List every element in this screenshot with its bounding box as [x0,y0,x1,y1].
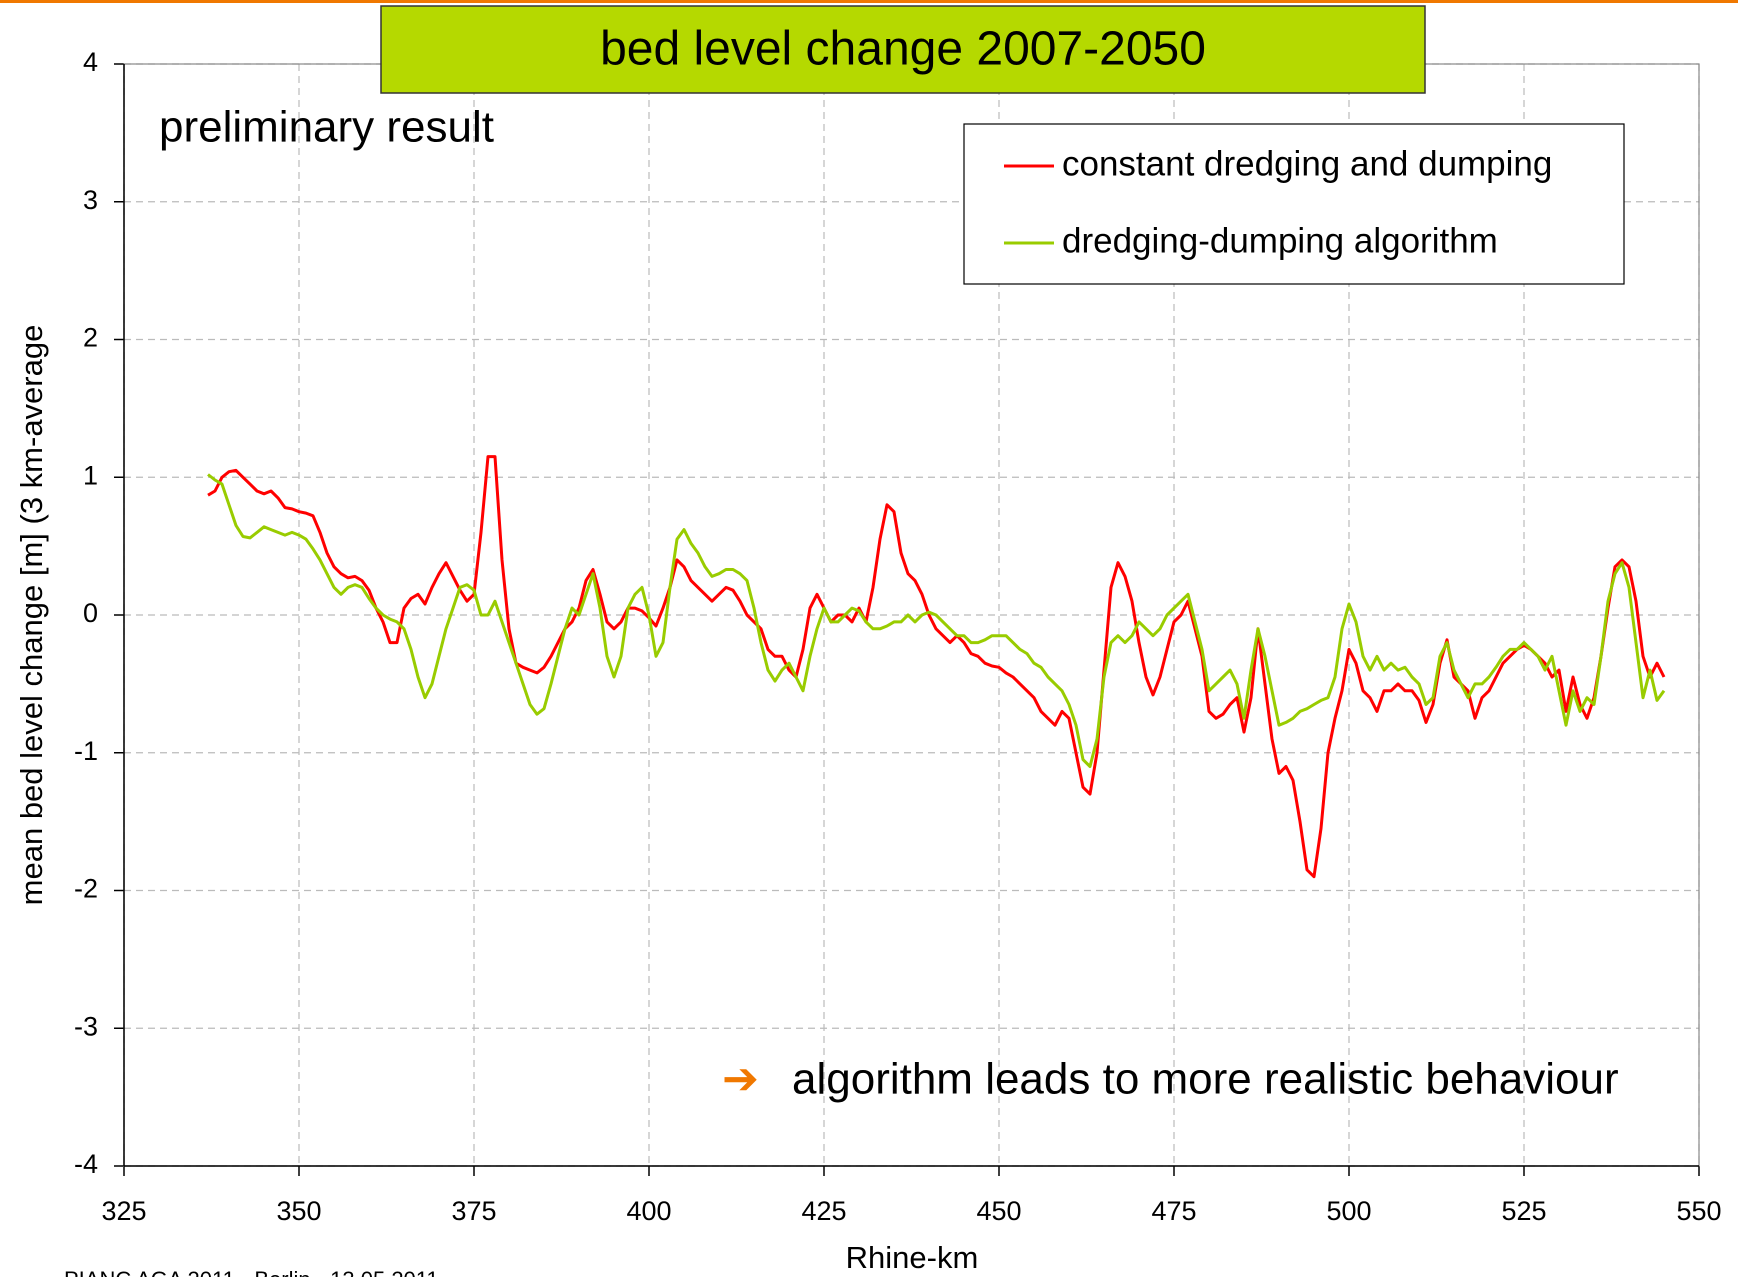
x-tick-label: 525 [1501,1196,1546,1226]
y-tick-label: -3 [74,1011,98,1041]
x-tick-label: 325 [101,1196,146,1226]
annotation: preliminary result [159,103,494,152]
legend-label: constant dredging and dumping [1062,144,1552,183]
x-tick-label: 550 [1676,1196,1721,1226]
legend-box [963,123,1625,285]
x-tick-label: 350 [276,1196,321,1226]
x-tick-label: 450 [976,1196,1021,1226]
y-tick-label: 0 [83,598,98,628]
note: algorithm leads to more realistic behavi… [792,1055,1619,1104]
y-tick-label: 1 [83,460,98,490]
chart-title: bed level change 2007-2050 [600,23,1206,76]
top-rule [0,0,1738,3]
series-line [207,473,1666,768]
arrow-icon: ➔ [722,1055,759,1104]
y-tick-label: 2 [83,323,98,353]
y-tick-label: 3 [83,185,98,215]
footer: PIANC AGA 2011 - Berlin - 13.05.2011 [64,1267,439,1277]
legend-label: dredging-dumping algorithm [1062,221,1498,260]
legend: constant dredging and dumping dredging-du… [963,123,1625,285]
x-tick-label: 400 [626,1196,671,1226]
x-tick-label: 500 [1326,1196,1371,1226]
y-tick-label: -2 [74,874,98,904]
y-tick-label: -4 [74,1149,98,1179]
series-line [207,455,1666,879]
plot: -4 -3 -2 -1 0 1 2 3 4 325 350 375 400 425 450 475 500 525… [74,47,1722,1226]
y-axis-label: mean bed level change [m] (3 km-average [14,325,49,906]
x-tick-label: 475 [1151,1196,1196,1226]
y-tick-label: 4 [83,47,98,77]
x-axis-label: Rhine-km [846,1240,979,1275]
title-box [380,5,1426,94]
y-tick-label: -1 [74,736,98,766]
x-tick-label: 425 [801,1196,846,1226]
x-tick-label: 375 [451,1196,496,1226]
